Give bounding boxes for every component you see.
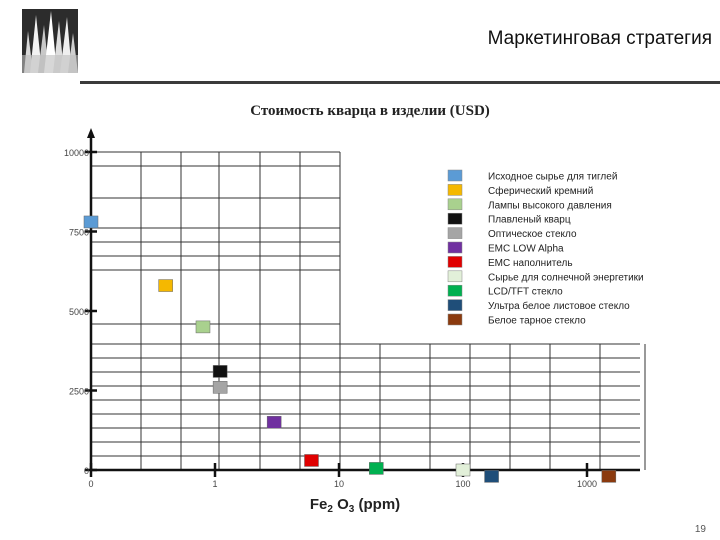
y-tick-label: 10000 bbox=[64, 148, 89, 158]
legend-label: Исходное сырье для тиглей bbox=[488, 172, 617, 183]
legend-swatch bbox=[447, 169, 463, 182]
x-tick-label: 1 bbox=[212, 479, 217, 489]
chart-title: Стоимость кварца в изделии (USD) bbox=[250, 103, 490, 119]
data-point bbox=[484, 470, 499, 483]
legend-label: Оптическое стекло bbox=[488, 229, 577, 240]
legend-swatch bbox=[447, 198, 463, 211]
y-tick-label: 7500 bbox=[69, 228, 89, 238]
data-point bbox=[304, 454, 319, 467]
legend-swatch bbox=[447, 284, 463, 297]
header-divider bbox=[80, 81, 720, 84]
x-tick-label: 100 bbox=[455, 479, 470, 489]
data-point bbox=[212, 365, 228, 378]
legend-label: EMC наполнитель bbox=[488, 258, 573, 269]
legend-label: Белое тарное стекло bbox=[488, 316, 586, 327]
legend-swatch bbox=[447, 184, 463, 196]
x-tick-label: 10 bbox=[334, 479, 344, 489]
x-axis-label: Fe2 O3 (ppm) bbox=[310, 496, 400, 515]
slide-title: Маркетинговая стратегия bbox=[487, 28, 712, 49]
data-point bbox=[158, 279, 173, 292]
data-point bbox=[455, 463, 471, 477]
y-axis-arrow bbox=[87, 128, 95, 138]
legend-swatch bbox=[447, 313, 463, 326]
data-point bbox=[601, 470, 617, 483]
data-point bbox=[195, 320, 211, 334]
legend-label: Ультра белое листовое стекло bbox=[488, 300, 630, 312]
legend-swatch bbox=[447, 256, 463, 268]
x-tick-label: 1000 bbox=[577, 479, 597, 489]
chart-axes bbox=[85, 128, 640, 477]
data-point bbox=[212, 381, 228, 394]
legend-swatch bbox=[447, 270, 463, 283]
legend-label: LCD/TFT стекло bbox=[488, 287, 563, 298]
data-point bbox=[266, 416, 282, 429]
chart-legend: Исходное сырье для тиглей Сферический кре… bbox=[447, 169, 644, 327]
legend-swatch bbox=[447, 212, 463, 225]
legend-label: Лампы высокого давления bbox=[488, 200, 612, 211]
chart-tick-labels: 0 2500 5000 7500 10000 0 1 10 100 1000 bbox=[64, 148, 597, 489]
x-tick-label: 0 bbox=[88, 479, 93, 489]
chart-grid bbox=[91, 151, 646, 470]
legend-label: Плавленый кварц bbox=[488, 215, 571, 226]
legend-swatch bbox=[447, 241, 463, 254]
legend-label: Сырье для солнечной энергетики bbox=[488, 272, 644, 283]
y-tick-label: 0 bbox=[84, 466, 89, 476]
legend-label: Сферический кремний bbox=[488, 185, 593, 197]
y-tick-label: 2500 bbox=[69, 387, 89, 397]
y-tick-label: 5000 bbox=[69, 307, 89, 317]
chart-points bbox=[83, 215, 617, 483]
logo-crystal-image bbox=[22, 9, 78, 73]
legend-swatch bbox=[447, 227, 463, 239]
data-point bbox=[369, 462, 384, 475]
legend-swatch bbox=[447, 299, 463, 311]
data-point bbox=[83, 215, 99, 229]
legend-label: EMC LOW Alpha bbox=[488, 244, 564, 255]
page-number: 19 bbox=[694, 524, 706, 535]
